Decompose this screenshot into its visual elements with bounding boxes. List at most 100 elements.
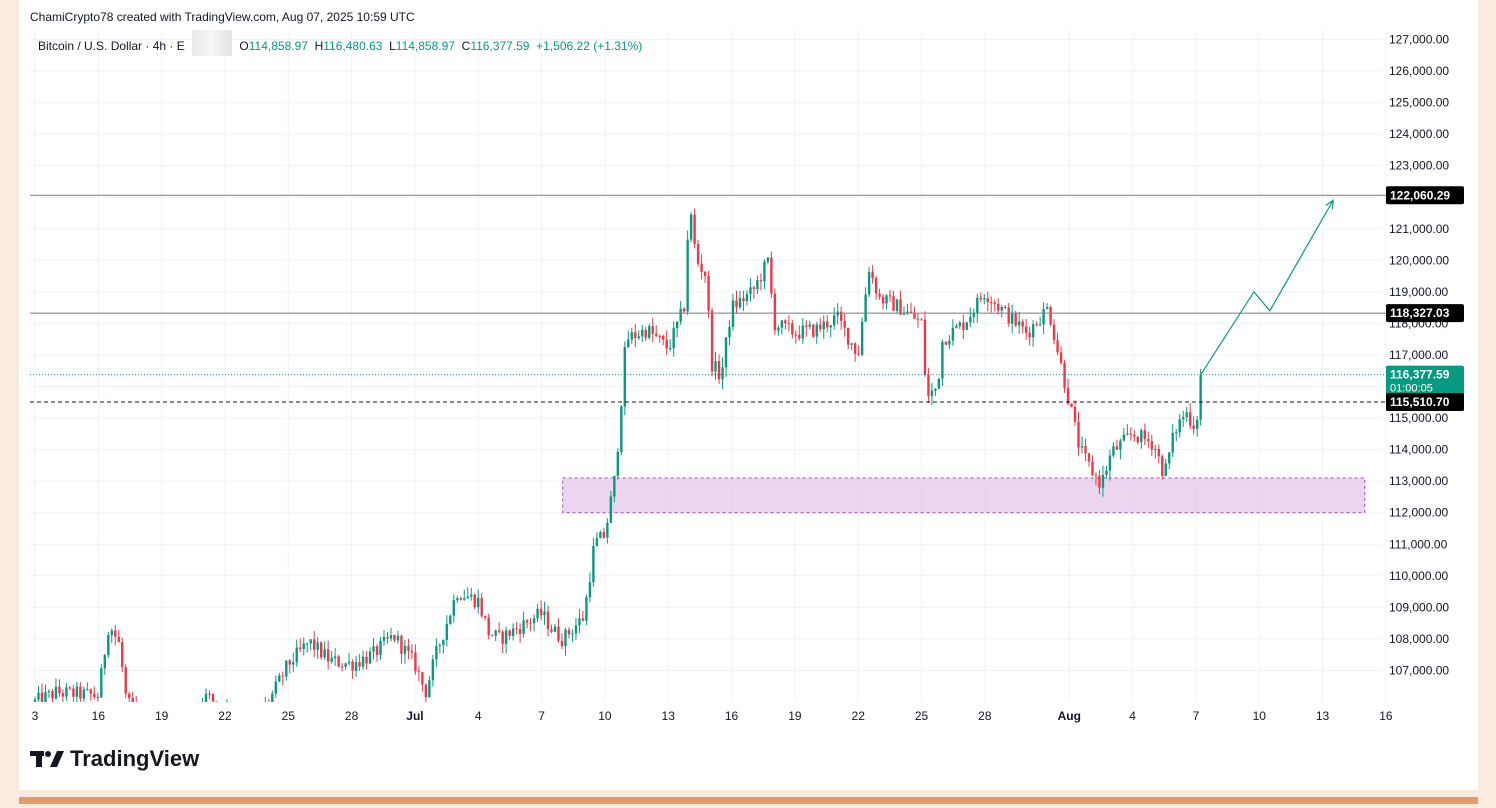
y-tick-label: 113,000.00 — [1389, 474, 1448, 488]
candle-body — [389, 635, 393, 639]
candle-body — [543, 611, 546, 616]
candle-body — [215, 701, 218, 702]
ohlc-header: Bitcoin / U.S. Dollar · 4h · E O114,858.… — [38, 30, 642, 56]
candle-body — [672, 328, 675, 349]
candle-body — [344, 663, 347, 667]
candle-body — [675, 321, 679, 329]
candle-body — [107, 634, 110, 656]
level-price-tag-bg — [1386, 304, 1464, 323]
candle-body — [871, 272, 874, 279]
y-tick-label: 109,000.00 — [1389, 600, 1449, 614]
candle-body — [913, 312, 916, 319]
candle-body — [972, 313, 976, 317]
candle-body — [648, 326, 651, 338]
candle-body — [679, 308, 682, 322]
candle-body — [735, 300, 738, 308]
candle-body — [927, 375, 930, 397]
candle-body — [644, 329, 647, 338]
candle-body — [96, 696, 100, 698]
candle-body — [211, 694, 215, 702]
candle-body — [655, 333, 658, 336]
candle-body — [585, 597, 588, 621]
candle-body — [780, 320, 784, 328]
chart-area[interactable]: 107,000.00 108,000.00 109,000.00 110,000.00… — [30, 30, 1467, 730]
x-tick-label: 10 — [1253, 709, 1267, 723]
candle-body — [299, 647, 302, 649]
level-price-tag: 115,510.70 — [1390, 395, 1450, 409]
candle-body — [173, 717, 175, 721]
candle-body — [826, 321, 829, 328]
candle-body — [393, 635, 396, 641]
x-tick-label: 3 — [32, 709, 39, 723]
candle-body — [937, 378, 941, 389]
y-tick-label: 119,000.00 — [1389, 285, 1448, 299]
candle-body — [934, 388, 937, 391]
candle-body — [365, 656, 368, 664]
candle-body — [421, 672, 424, 685]
x-tick-label: 7 — [1193, 709, 1200, 723]
candle-body — [68, 687, 72, 689]
high-value: 116,480.63 — [323, 39, 383, 54]
candle-body — [634, 332, 637, 339]
candle-body — [749, 287, 752, 295]
candle-body — [466, 596, 469, 599]
candle-body — [264, 703, 266, 709]
candle-body — [442, 639, 445, 646]
candle-body — [997, 303, 1000, 311]
candle-body — [47, 691, 51, 693]
candle-body — [1024, 326, 1028, 333]
close-label: C — [461, 39, 471, 54]
candles-group — [33, 208, 1202, 724]
candle-body — [1178, 419, 1181, 433]
tradingview-logo[interactable]: TradingView — [30, 746, 199, 772]
candle-body — [1171, 432, 1174, 453]
candle-body — [602, 531, 606, 538]
x-tick-label: 25 — [282, 709, 296, 723]
candle-body — [665, 339, 668, 349]
candle-body — [497, 630, 501, 632]
candle-body — [414, 652, 417, 672]
x-tick-label: 22 — [218, 709, 232, 723]
candle-body — [1192, 425, 1195, 429]
candle-body — [1188, 412, 1192, 426]
candle-body — [274, 681, 278, 694]
x-tick-label: 13 — [1316, 709, 1330, 723]
x-tick-label: 28 — [345, 709, 359, 723]
candle-body — [1038, 324, 1042, 326]
price-chart[interactable]: 107,000.00 108,000.00 109,000.00 110,000.00… — [30, 30, 1467, 730]
candle-body — [1070, 403, 1073, 407]
x-tick-label: 4 — [475, 709, 482, 723]
candle-body — [714, 361, 717, 372]
candle-body — [247, 715, 249, 724]
candle-body — [892, 296, 895, 311]
candle-body — [330, 658, 333, 662]
candle-body — [955, 326, 958, 328]
candle-body — [309, 639, 312, 644]
candle-body — [456, 598, 459, 601]
candle-body — [254, 711, 256, 713]
candle-body — [233, 716, 235, 717]
candle-body — [1063, 362, 1066, 388]
candle-body — [829, 325, 832, 328]
x-tick-label: 7 — [538, 709, 545, 723]
candle-body — [627, 339, 630, 348]
candle-body — [1042, 309, 1045, 325]
candle-body — [191, 713, 193, 716]
open-value: 114,858.97 — [248, 39, 308, 54]
candle-body — [532, 618, 536, 624]
candle-body — [110, 630, 113, 635]
candle-body — [58, 686, 61, 694]
candle-body — [243, 722, 245, 724]
candle-body — [986, 298, 989, 303]
candle-body — [833, 315, 836, 326]
candle-body — [449, 615, 452, 624]
candle-body — [742, 298, 745, 302]
candle-body — [564, 629, 567, 647]
candle-body — [766, 257, 770, 262]
candle-body — [89, 689, 93, 694]
candle-body — [703, 271, 707, 277]
candle-body — [553, 626, 557, 632]
candle-body — [724, 337, 728, 368]
current-price-tag: 116,377.59 — [1390, 368, 1450, 382]
candle-body — [1087, 453, 1091, 462]
